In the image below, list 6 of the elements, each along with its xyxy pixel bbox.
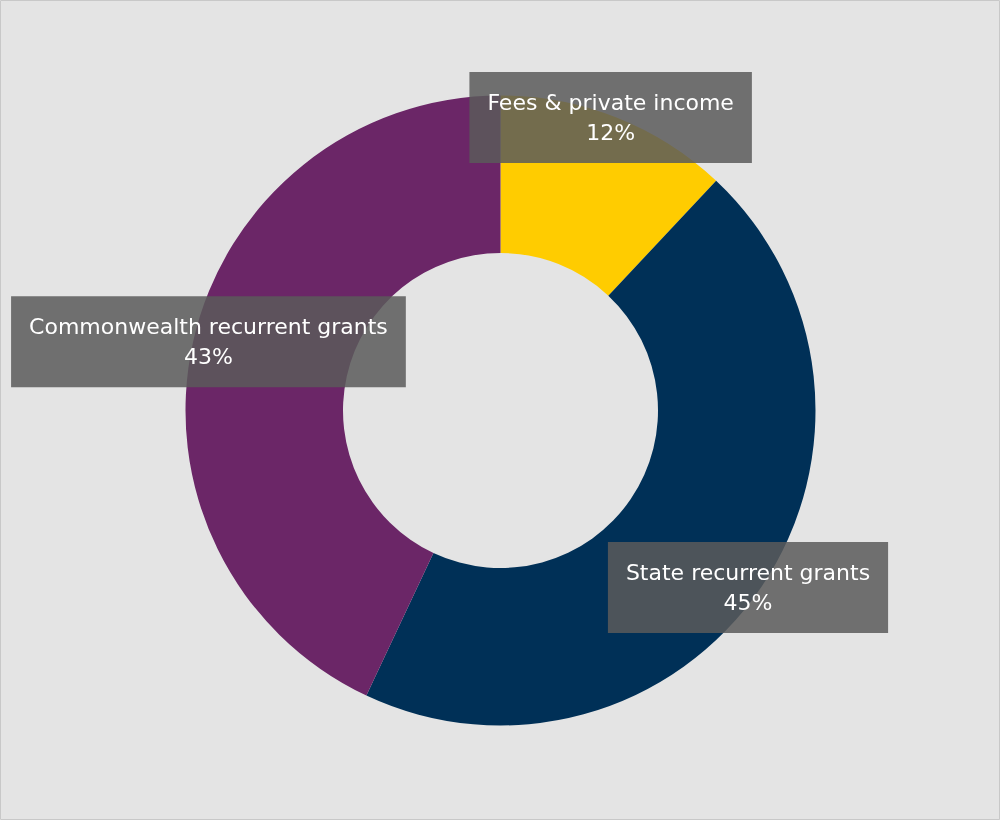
slice-label: Fees & private income	[487, 90, 734, 116]
data-label: 45%	[723, 590, 773, 616]
slice-label: State recurrent grants	[625, 560, 871, 586]
data-label: 43%	[184, 344, 233, 370]
data-label: 12%	[586, 120, 636, 146]
slice-label: Commonwealth recurrent grants	[29, 314, 388, 340]
